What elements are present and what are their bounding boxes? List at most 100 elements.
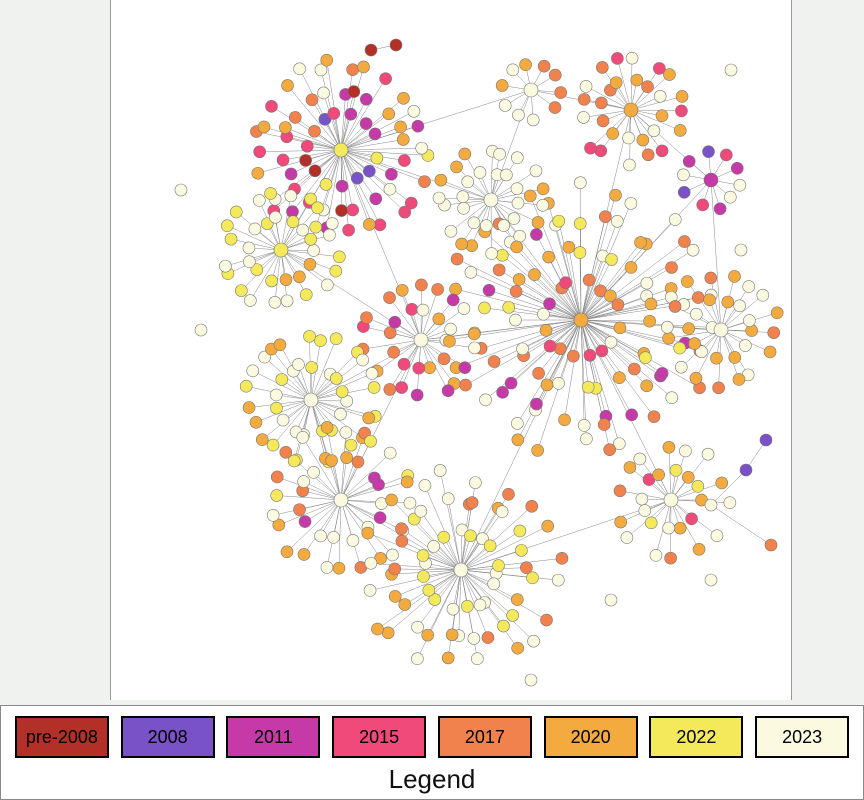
graph-node: [371, 152, 383, 164]
graph-node: [527, 114, 539, 126]
graph-node: [446, 629, 458, 641]
graph-node: [175, 184, 187, 196]
graph-node: [386, 494, 398, 506]
graph-node: [583, 274, 595, 286]
graph-node: [321, 279, 333, 291]
graph-node: [560, 277, 572, 289]
graph-node: [768, 327, 780, 339]
graph-node: [321, 421, 333, 433]
graph-node: [704, 294, 716, 306]
graph-node: [468, 217, 480, 229]
graph-node: [615, 516, 627, 528]
graph-node: [532, 444, 544, 456]
graph-node: [511, 183, 523, 195]
graph-node: [674, 124, 686, 136]
graph-node: [442, 652, 454, 664]
legend-row: pre-20082008201120152017202020222023: [1, 716, 863, 758]
graph-node: [511, 241, 523, 253]
graph-node: [500, 169, 512, 181]
graph-node: [458, 202, 470, 214]
graph-node: [724, 191, 736, 203]
graph-node: [380, 73, 392, 85]
graph-node: [675, 361, 687, 373]
graph-node: [661, 321, 673, 333]
graph-node: [360, 118, 372, 130]
graph-node: [605, 336, 617, 348]
graph-node: [607, 128, 619, 140]
graph-node: [653, 469, 665, 481]
graph-node: [333, 562, 345, 574]
graph-node: [221, 220, 233, 232]
graph-node: [301, 140, 313, 152]
graph-node: [555, 87, 567, 99]
graph-node: [528, 269, 540, 281]
graph-node: [384, 327, 396, 339]
graph-node: [533, 367, 545, 379]
graph-node: [285, 190, 297, 202]
graph-node: [507, 609, 519, 621]
graph-node: [505, 377, 517, 389]
graph-node: [681, 276, 693, 288]
graph-node: [276, 374, 288, 386]
graph-node: [663, 69, 675, 81]
graph-node: [716, 477, 728, 489]
graph-node: [520, 562, 532, 574]
graph-node: [328, 107, 340, 119]
graph-node: [553, 377, 565, 389]
graph-node: [256, 434, 268, 446]
graph-node: [734, 300, 746, 312]
graph-node: [674, 342, 686, 354]
graph-node: [413, 362, 425, 374]
graph-node: [330, 333, 342, 345]
graph-node: [498, 220, 510, 232]
graph-node: [541, 614, 553, 626]
graph-node: [432, 283, 444, 295]
graph-node: [417, 304, 429, 316]
graph-node: [442, 493, 454, 505]
graph-node: [711, 530, 723, 542]
graph-node: [614, 485, 626, 497]
legend-item-0: pre-2008: [15, 716, 109, 758]
graph-node: [417, 550, 429, 562]
legend-item-4: 2017: [438, 716, 532, 758]
graph-node: [445, 225, 457, 237]
graph-node: [664, 493, 678, 507]
graph-node: [663, 522, 675, 534]
graph-node: [347, 204, 359, 216]
graph-node: [578, 419, 590, 431]
graph-node: [743, 281, 755, 293]
graph-node: [544, 298, 556, 310]
graph-node: [541, 379, 553, 391]
graph-node: [692, 480, 704, 492]
graph-node: [528, 635, 540, 647]
graph-node: [597, 115, 609, 127]
graph-node: [385, 168, 397, 180]
graph-node: [604, 444, 616, 456]
graph-node: [645, 517, 657, 529]
graph-node: [250, 416, 262, 428]
graph-node: [434, 464, 446, 476]
graph-node: [303, 330, 315, 342]
graph-node: [488, 356, 500, 368]
graph-node: [544, 340, 556, 352]
graph-node: [336, 386, 348, 398]
graph-node: [266, 100, 278, 112]
graph-node: [345, 439, 357, 451]
graph-node: [584, 349, 596, 361]
graph-node: [368, 381, 380, 393]
graph-node: [386, 549, 398, 561]
graph-node: [641, 277, 653, 289]
graph-node: [397, 134, 409, 146]
graph-node: [360, 93, 372, 105]
graph-node: [524, 190, 536, 202]
graph-node: [360, 312, 372, 324]
graph-node: [765, 539, 777, 551]
graph-node: [574, 177, 586, 189]
legend-swatch: 2020: [544, 716, 638, 758]
graph-node: [556, 552, 568, 564]
graph-node: [496, 249, 508, 261]
graph-node: [442, 385, 454, 397]
graph-node: [682, 471, 694, 483]
graph-node: [399, 206, 411, 218]
graph-node: [503, 301, 515, 313]
